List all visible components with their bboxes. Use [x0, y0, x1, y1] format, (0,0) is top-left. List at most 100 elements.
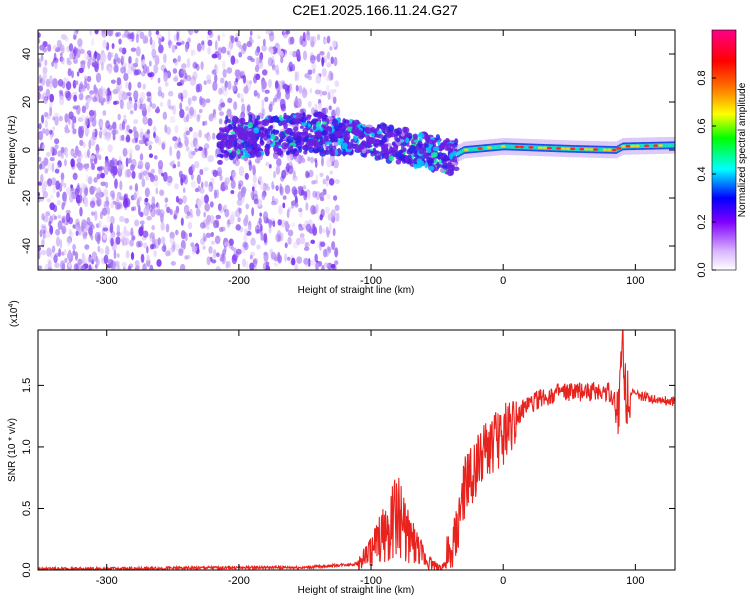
noise-cell	[300, 157, 306, 163]
noise-cell	[330, 72, 334, 81]
noise-cell	[233, 80, 238, 86]
noise-cell	[312, 179, 318, 185]
noise-cell	[204, 133, 210, 139]
signal-cell	[577, 146, 580, 152]
noise-cell	[307, 192, 311, 200]
noise-cell	[105, 120, 110, 129]
signal-cell	[302, 127, 309, 133]
signal-cell	[648, 143, 651, 148]
x-tick-label: 0	[500, 275, 506, 287]
noise-cell	[179, 108, 185, 119]
signal-cell	[491, 145, 494, 150]
signal-cell	[456, 151, 460, 156]
noise-cell	[285, 90, 290, 100]
noise-cell	[128, 129, 133, 134]
noise-cell	[168, 39, 172, 49]
noise-cell	[151, 196, 156, 207]
noise-cell	[187, 221, 193, 230]
noise-cell	[309, 52, 314, 62]
noise-cell	[80, 264, 86, 270]
noise-cell	[234, 36, 239, 43]
noise-cell	[96, 234, 101, 245]
noise-cell	[264, 89, 270, 94]
noise-cell	[314, 253, 318, 263]
noise-cell	[232, 170, 237, 181]
noise-cell	[172, 58, 177, 64]
noise-cell	[331, 109, 337, 118]
signal-cell	[270, 143, 274, 148]
noise-cell	[158, 165, 163, 175]
noise-cell	[119, 135, 123, 142]
noise-cell	[185, 130, 190, 136]
noise-cell	[210, 240, 216, 245]
noise-cell	[262, 38, 266, 47]
noise-cell	[49, 100, 53, 111]
signal-peak-cell	[602, 148, 608, 152]
noise-cell	[226, 220, 231, 228]
noise-cell	[60, 46, 65, 54]
noise-cell	[41, 114, 45, 124]
noise-cell	[277, 254, 282, 264]
colorbar-tick-label: 0.6	[696, 118, 708, 133]
noise-cell	[115, 86, 121, 94]
signal-cell	[376, 130, 383, 135]
noise-cell	[265, 186, 271, 191]
noise-cell	[79, 187, 83, 195]
noise-cell	[121, 261, 127, 268]
noise-cell	[75, 80, 79, 85]
noise-cell	[264, 261, 270, 267]
noise-cell	[80, 114, 85, 122]
signal-cell	[252, 142, 257, 149]
noise-cell	[105, 129, 111, 140]
noise-cell	[125, 129, 129, 135]
noise-cell	[136, 240, 141, 248]
noise-cell	[77, 38, 83, 47]
signal-cell	[525, 145, 528, 150]
noise-cell	[299, 35, 304, 46]
noise-cell	[297, 51, 301, 62]
signal-peak-cell	[630, 144, 636, 148]
signal-peak-cell	[463, 148, 469, 152]
noise-cell	[120, 100, 124, 107]
noise-cell	[133, 119, 139, 125]
noise-cell	[77, 117, 84, 122]
noise-cell	[251, 207, 255, 217]
noise-cell	[139, 220, 145, 225]
noise-cell	[59, 238, 63, 249]
noise-cell	[105, 196, 109, 202]
noise-cell	[192, 164, 196, 172]
signal-cell	[278, 139, 284, 143]
noise-cell	[131, 158, 137, 169]
noise-cell	[164, 124, 168, 134]
signal-cell	[429, 139, 434, 145]
noise-cell	[57, 79, 64, 87]
noise-cell	[196, 113, 202, 120]
noise-cell	[274, 64, 279, 73]
colorbar-axes: 0.0 0.2 0.4 0.6 0.8	[696, 70, 716, 278]
noise-cell	[249, 30, 253, 36]
noise-cell	[199, 95, 203, 106]
noise-cell	[89, 30, 93, 36]
noise-cell	[267, 57, 273, 67]
noise-cell	[142, 230, 149, 238]
noise-cell	[66, 237, 72, 247]
signal-peak-cell	[579, 147, 585, 151]
noise-cell	[94, 50, 97, 60]
noise-cell	[158, 86, 162, 92]
signal-cell	[293, 147, 298, 153]
noise-cell	[168, 105, 174, 110]
noise-cell	[127, 265, 132, 270]
noise-cell	[72, 105, 79, 110]
noise-cell	[65, 91, 72, 101]
signal-cell	[404, 155, 409, 162]
noise-cell	[271, 55, 275, 63]
noise-cell	[282, 202, 286, 209]
noise-cell	[133, 102, 138, 112]
noise-cell	[120, 66, 126, 74]
signal-cell	[395, 159, 402, 165]
noise-cell	[254, 157, 261, 164]
noise-cell	[276, 89, 282, 100]
noise-cell	[198, 108, 203, 114]
noise-cell	[135, 264, 141, 270]
noise-cell	[251, 164, 256, 171]
